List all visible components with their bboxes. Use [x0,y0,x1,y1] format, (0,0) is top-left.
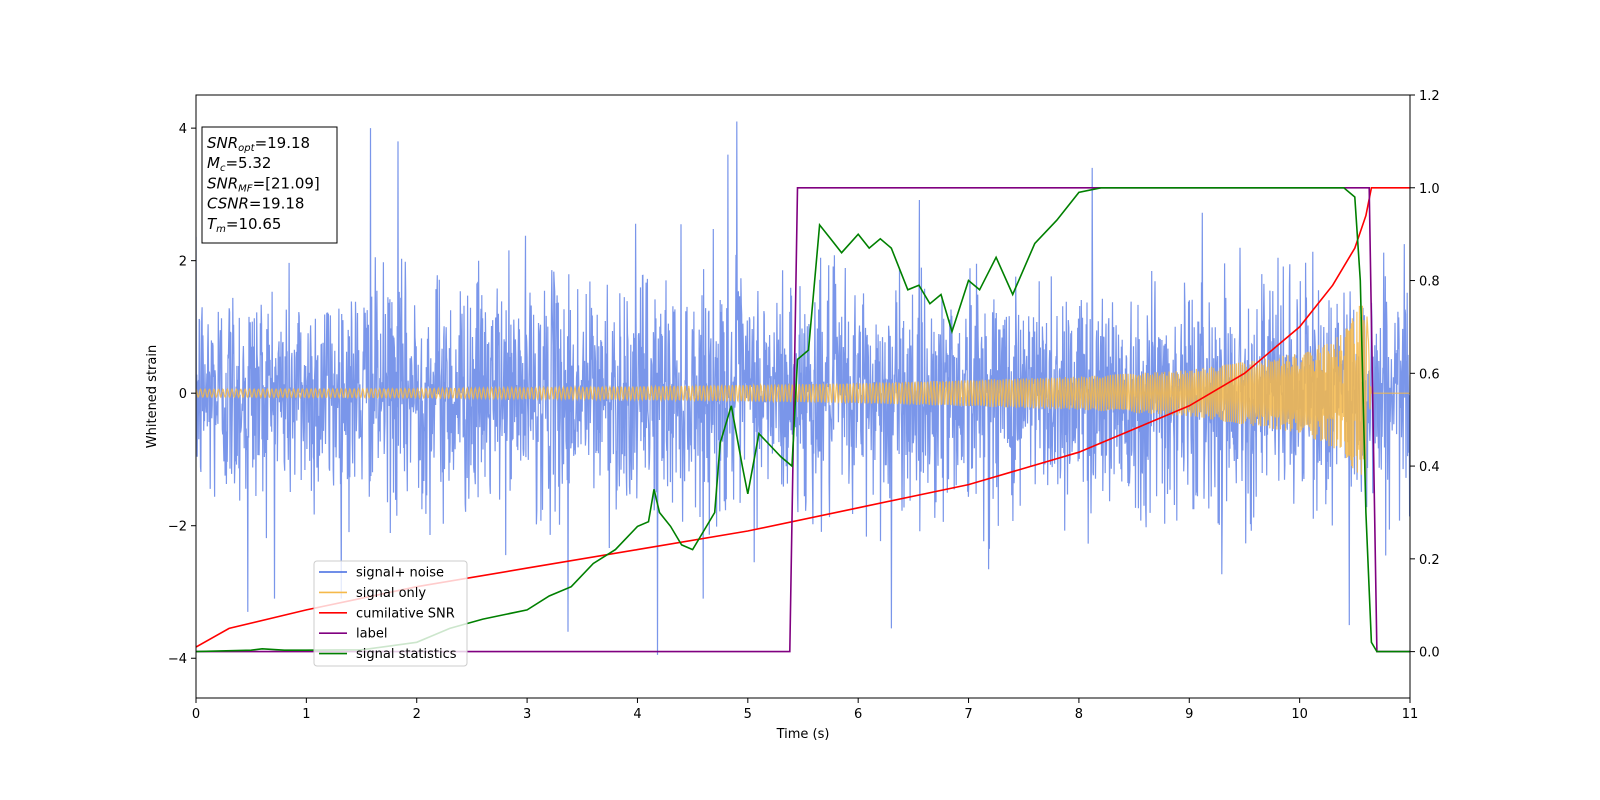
info-box: SNRopt=19.18Mc=5.32SNRMF=[21.09]CSNR=19.… [201,126,338,244]
series-signal-statistics [196,187,1410,653]
info-box-symbol: SNR [207,174,238,192]
series-signal-only [196,305,1410,489]
x-tick-label: 5 [744,707,752,722]
x-tick-label: 6 [854,707,862,722]
info-box-value: =10.65 [226,215,282,233]
y-left-tick-label: 4 [179,122,187,137]
y-right-tick-label: 0.0 [1419,646,1440,661]
y-right-tick-label: 0.6 [1419,367,1440,382]
y-right-tick-label: 0.2 [1419,553,1440,568]
legend-entry-label: signal only [356,586,426,601]
x-tick-label: 2 [413,707,421,722]
info-box-value: =[21.09] [253,174,320,192]
info-box-subscript: MF [238,183,253,194]
legend-entry-label: cumilative SNR [356,606,455,621]
plot-frame [195,94,1411,699]
x-tick-label: 8 [1075,707,1083,722]
legend-entry-label: signal statistics [356,647,457,662]
legend-entry-label: signal+ noise [356,566,444,581]
y-left-tick-label: 0 [179,387,187,402]
y-left-tick-label: 2 [179,255,187,270]
info-box-line: CSNR=19.18 [207,195,304,213]
info-box-line: SNRopt=19.18 [207,134,310,154]
y-right-tick-label: 0.8 [1419,275,1440,290]
legend-frame [313,560,468,667]
y-right-tick-label: 0.4 [1419,460,1440,475]
x-tick-label: 9 [1185,707,1193,722]
x-tick-label: 0 [192,707,200,722]
info-box-symbol: CSNR [207,195,249,213]
x-tick-label: 7 [964,707,972,722]
x-tick-label: 1 [302,707,310,722]
y-right-tick-label: 1.0 [1419,182,1440,197]
x-tick-label: 4 [633,707,641,722]
info-box-symbol: T [207,215,218,233]
info-box-symbol: M [207,154,220,172]
y-right-tick-label: 1.2 [1419,89,1440,104]
y-left-tick-label: −2 [168,520,187,535]
info-box-subscript: m [216,224,226,235]
x-tick-label: 11 [1402,707,1419,722]
info-box-value: =19.18 [249,195,305,213]
legend: signal+ noise signal only cumilative SNR la… [313,560,468,667]
info-box-line: SNRMF=[21.09] [207,174,320,194]
info-box-line: Tm=10.65 [207,215,281,235]
x-axis-label: Time (s) [776,727,830,742]
info-box-value: =5.32 [225,154,271,172]
x-tick-label: 10 [1291,707,1308,722]
info-box-symbol: SNR [207,134,238,152]
info-box-frame [201,126,338,244]
info-box-subscript: opt [238,143,255,154]
x-tick-label: 3 [523,707,531,722]
ticks-layer: 0 1 2 3 4 5 6 7 8 9 10 11 4 2 0 −2 −4 1.2 1.0 0.8 0.6 0.4 0.2 0… [168,89,1440,722]
legend-entry-label: label [356,627,387,642]
info-box-line: Mc=5.32 [207,154,271,174]
info-box-subscript: c [220,163,226,174]
info-box-value: =19.18 [255,134,311,152]
y-left-tick-label: −4 [168,652,187,667]
y-axis-label-left: Whitened strain [145,345,160,448]
